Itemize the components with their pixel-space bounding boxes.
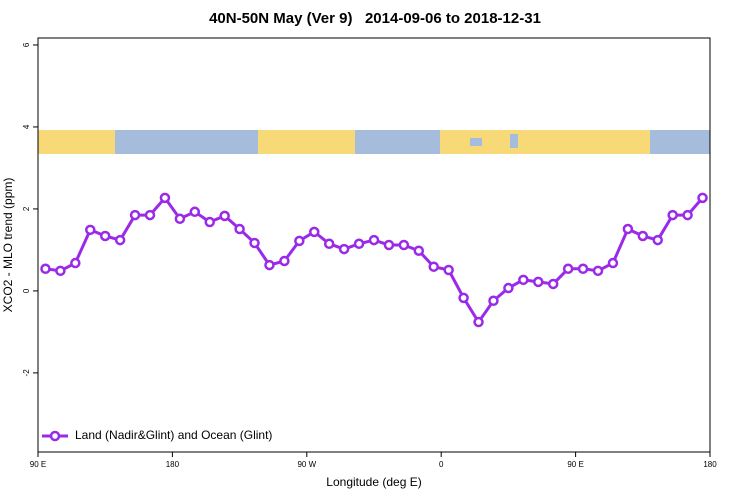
data-point (547, 278, 559, 290)
data-point (443, 264, 454, 276)
series-line (45, 195, 704, 325)
data-point (458, 292, 469, 304)
x-tick-label: 90 E (30, 460, 46, 469)
data-point (503, 282, 514, 294)
data-point (533, 276, 544, 288)
x-tick-label: 90 E (567, 460, 583, 469)
legend-marker (49, 430, 61, 442)
data-point (473, 316, 484, 328)
data-point (264, 259, 275, 271)
data-point (413, 245, 425, 256)
map-strip (38, 130, 710, 154)
data-point (652, 234, 663, 246)
data-point (353, 238, 365, 250)
y-axis-label: XCO2 - MLO trend (ppm) (1, 178, 15, 313)
data-point (40, 263, 51, 275)
data-point (562, 263, 574, 275)
data-point (144, 209, 156, 221)
data-point (368, 234, 380, 246)
data-point (309, 226, 320, 238)
y-tick-label: 0 (22, 288, 31, 293)
data-point (577, 263, 589, 275)
chart-title: 40N-50N May (Ver 9) 2014-09-06 to 2018-1… (209, 10, 541, 27)
y-tick-label: 2 (22, 206, 31, 211)
data-point (279, 255, 290, 267)
legend-label: Land (Nadir&Glint) and Ocean (Glint) (75, 428, 272, 442)
data-point (249, 237, 260, 249)
x-tick-label: 180 (166, 460, 180, 469)
data-point (637, 230, 649, 242)
data-point (398, 239, 410, 251)
x-tick-label: 90 W (297, 460, 316, 469)
y-tick-label: -2 (22, 369, 31, 377)
data-point (114, 234, 126, 246)
data-point (294, 235, 305, 247)
y-tick-label: 4 (22, 124, 31, 129)
data-point (70, 257, 81, 269)
data-point (428, 261, 439, 272)
data-point (159, 192, 171, 204)
x-tick-label: 0 (439, 460, 444, 469)
data-point (234, 223, 245, 235)
data-point (174, 213, 186, 225)
data-point (129, 209, 141, 221)
data-point (204, 216, 215, 228)
data-point (189, 206, 201, 218)
data-point (85, 224, 96, 236)
data-point (55, 265, 66, 277)
data-point (488, 295, 499, 306)
data-point (338, 243, 350, 255)
plot-frame (37, 37, 711, 453)
y-tick-label: 6 (22, 42, 31, 47)
data-point (518, 274, 529, 286)
data-point (622, 223, 634, 235)
data-point (607, 257, 619, 269)
data-point (667, 209, 678, 221)
x-tick-label: 180 (703, 460, 717, 469)
data-point (219, 210, 230, 222)
data-point (99, 230, 111, 242)
data-point (383, 239, 395, 251)
data-point (682, 209, 693, 221)
data-point (697, 192, 708, 204)
x-axis-label: Longitude (deg E) (326, 475, 421, 489)
data-point (592, 265, 604, 277)
data-point (323, 238, 335, 250)
